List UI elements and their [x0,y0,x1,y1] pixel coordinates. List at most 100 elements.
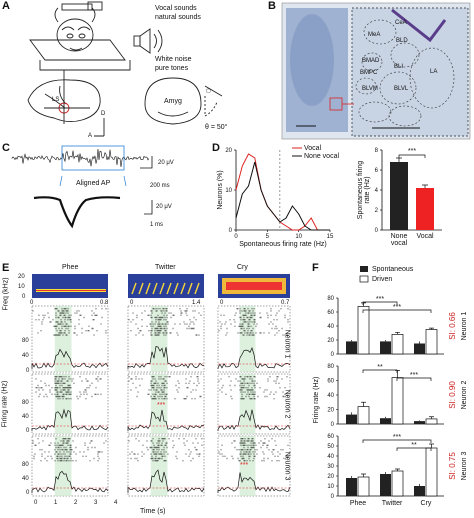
spectrogram-twitter-sweep [166,282,172,295]
panel-label-f: F [312,262,319,274]
stimulus-window [239,436,256,496]
psth-line [31,408,109,431]
angle-label: θ = 50° [205,124,228,131]
stimulus-window [239,306,256,372]
d-right-ytick-label: 6 [375,168,379,174]
f-bar-driven [425,447,438,497]
f-neuron-label: Neuron 3 [461,451,468,480]
f-bar-spontaneous [414,421,425,424]
f-selectivity-index: SI: 0.75 [448,452,457,480]
significance-stars-n3: *** [240,462,249,469]
f-sig-stars: *** [376,296,384,303]
f-ytick-label: 0 [331,422,335,428]
psth-line [217,472,291,493]
f-ytick-label: 80 [327,296,334,302]
time-tick-2: 2 [74,500,78,506]
psth-line [217,409,291,431]
f-ytick-label: 0 [331,494,335,500]
rate-tick-n3-80: 80 [22,462,29,468]
rate-tick-n1-0: 0 [26,368,30,374]
rate-tick-n2-80: 80 [22,400,29,406]
direction-d-label: D [101,111,106,117]
d-left-ytick-label: 20 [225,148,232,154]
d-left-xtick-label: 15 [327,234,334,240]
spectrogram-twitter-sweep [173,282,179,295]
sound-label-natural: natural sounds [155,14,201,21]
f-bar-spontaneous [380,418,391,424]
sound-label-pure-tones: pure tones [155,65,189,72]
scale-bar-1 [140,156,153,169]
rate-tick-n1-80: 80 [22,338,29,344]
region-blvl: BLVL [394,86,409,92]
d-right-ylabel-2: rate (Hz) [364,176,371,203]
freq-tick-0: 0 [22,294,26,300]
stimulus-window [54,374,72,434]
f-bar-spontaneous [346,414,357,424]
f-sig-stars: *** [393,434,401,441]
region-bli: BLI [394,64,404,70]
freq-tick-20: 20 [18,274,25,280]
d-right-significance: *** [408,148,416,155]
panel-label-c: C [2,142,10,154]
rate-tick-n2-40: 40 [22,414,29,420]
panel-label-a: A [2,0,10,12]
f-bar-spontaneous [414,486,425,496]
spectrogram-twitter-sweep [152,282,158,295]
f-bar-spontaneous [380,474,391,496]
f-err-driven [429,443,434,448]
d-right-errorbar-1 [422,184,428,188]
d-right-category-1: Vocal [416,233,434,240]
spectrogram-bg-0 [32,274,108,298]
spec-x-end-twitter: 1.4 [192,300,201,306]
f-ytick-label: 60 [327,310,334,316]
f-sig-bracket [396,447,432,451]
f-selectivity-index: SI: 0.66 [448,312,457,340]
f-bar-driven [391,334,404,355]
d-right-ytick-label: 8 [375,148,379,154]
f-neuron-label: Neuron 2 [461,380,468,409]
d-right-ytick-label: 4 [375,188,379,194]
f-sig-stars: ** [411,442,417,449]
scale-voltage-1: 20 μV [158,160,174,166]
spectrogram-twitter-sweep [187,282,193,295]
f-neuron-label: Neuron 1 [461,311,468,340]
stimulus-window [54,306,72,372]
f-err-driven [429,416,434,419]
d-right-ylabel-1: Spontaneous firing [357,161,364,219]
time-tick-0: 0 [34,500,38,506]
time-axis-label: Time (s) [140,508,166,515]
psth-line [31,470,109,493]
f-ytick-label: 30 [327,464,334,470]
significance-stars-n2: *** [157,402,166,409]
panel-label-d: D [212,142,220,154]
f-err-driven [361,401,366,407]
f-sig-bracket [362,309,432,313]
spectrogram-twitter-sweep [180,282,186,295]
d-left-xtick-label: 10 [295,234,302,240]
d-right-category-0: vocal [391,240,408,247]
panel-label-e: E [2,262,10,274]
svg-text:▢: ▢ [206,88,211,94]
d-left-xtick-label: 0 [234,234,238,240]
f-ytick-label: 10 [327,484,334,490]
spec-x-start-phee: 0 [30,300,34,306]
f-ytick-label: 60 [327,434,334,440]
d-right-category-0: None [391,233,408,240]
spec-x-start-twitter: 0 [130,300,134,306]
f-ytick-label: 0 [331,352,335,358]
f-sig-stars: *** [410,372,418,379]
spectrogram-twitter-sweep [145,282,151,295]
f-err-driven [429,327,434,330]
f-bar-driven [391,470,404,497]
raster-ticks [218,308,289,336]
rate-tick-n3-0: 0 [26,490,30,496]
aligned-window-box [61,145,125,171]
spec-x-end-cry: 0.7 [281,300,290,306]
f-bar-spontaneous [346,478,357,496]
aligned-connector [59,175,127,187]
ls-label: LS [52,97,60,103]
